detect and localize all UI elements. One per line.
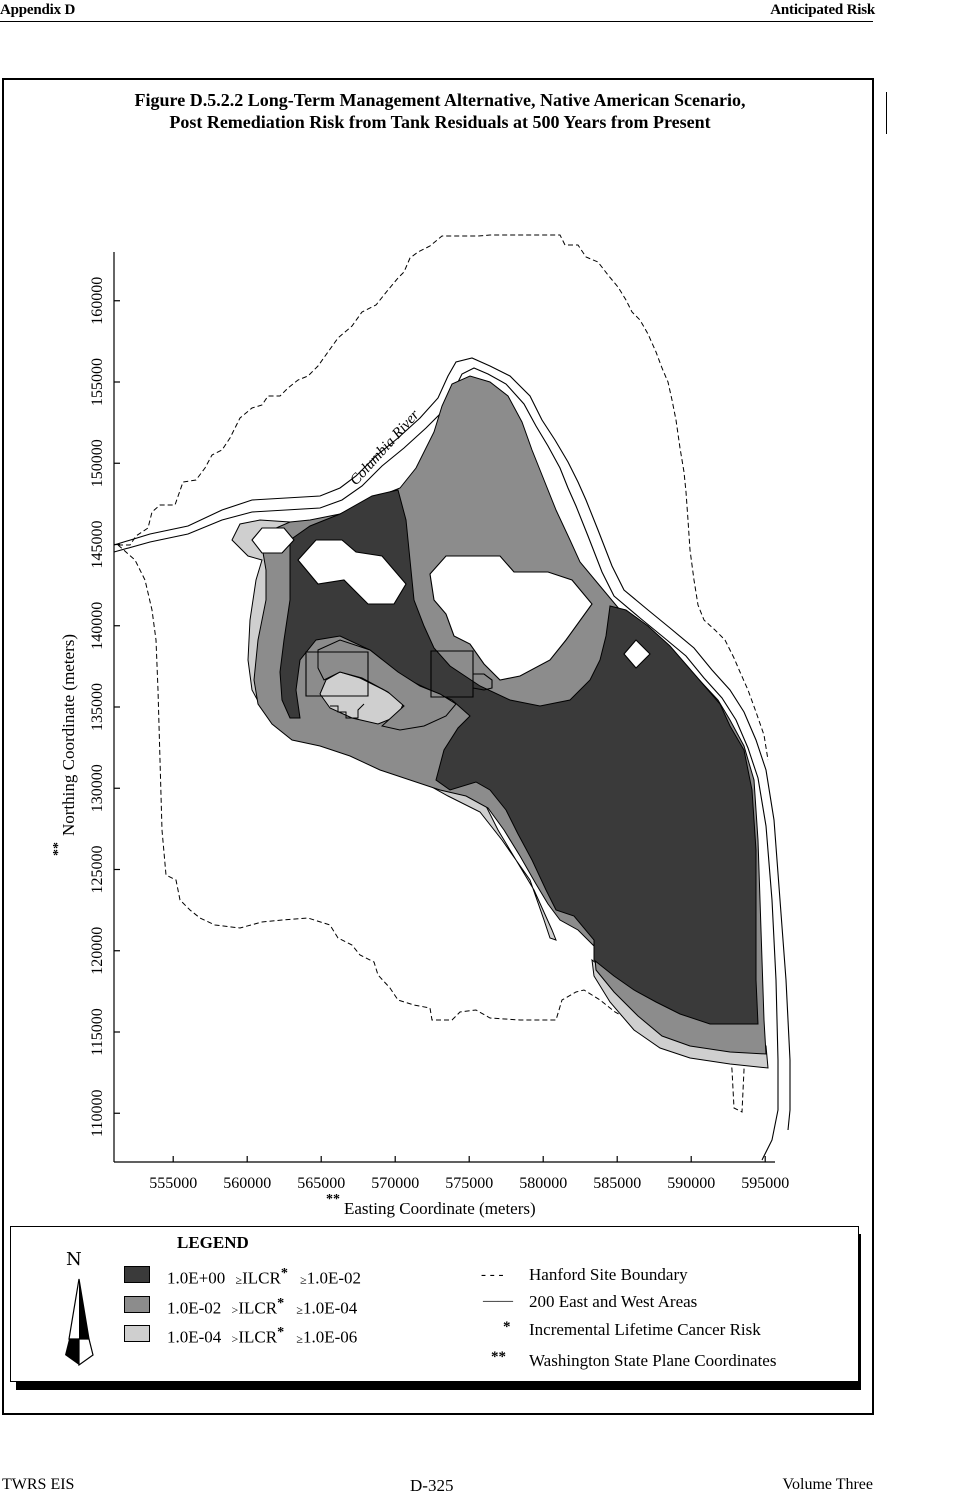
legend-note-ilcr: Incremental Lifetime Cancer Risk (529, 1320, 761, 1339)
y-axis-title: Northing Coordinate (meters) (59, 634, 78, 836)
legend-note-symbol-ilcr: * (503, 1319, 511, 1335)
legend-note-symbol-coords: ** (491, 1349, 506, 1365)
exclusion-area-west-small (251, 527, 295, 554)
figure-title-line2: Post Remediation Risk from Tank Residual… (169, 112, 711, 132)
y-tick-label: 150000 (89, 439, 106, 487)
legend-note-coords: Washington State Plane Coordinates (529, 1351, 777, 1370)
y-tick-label: 140000 (89, 602, 106, 650)
x-tick-label: 570000 (371, 1175, 419, 1192)
north-arrow-icon (65, 1278, 94, 1367)
page-header-right: Anticipated Risk (770, 2, 875, 18)
risk-zone-high (279, 489, 759, 1025)
footer-page-number: D-325 (410, 1476, 454, 1495)
legend-box: LEGEND N 1.0E+00 ≥ILCR* ≥1.0E-02 1.0E-02… (10, 1226, 859, 1382)
figure-frame (2, 78, 874, 1415)
legend-note-areas: 200 East and West Areas (529, 1292, 698, 1311)
footer-right: Volume Three (782, 1476, 874, 1493)
x-tick-label: 575000 (445, 1175, 493, 1192)
legend-note-symbol-areas: —— (483, 1293, 513, 1309)
x-axis-title-marker: ** (326, 1192, 340, 1207)
header-rule (0, 21, 873, 22)
x-tick-label: 580000 (519, 1175, 567, 1192)
columbia-river-bank-west (113, 357, 791, 1131)
y-tick-label: 130000 (89, 764, 106, 812)
figure-title-line1: Figure D.5.2.2 Long-Term Management Alte… (134, 90, 746, 110)
exclusion-area-point (623, 639, 651, 669)
y-tick-label: 110000 (89, 1090, 106, 1137)
y-tick-label: 125000 (89, 846, 106, 894)
y-tick-label: 155000 (89, 358, 106, 406)
x-tick-label: 595000 (741, 1175, 789, 1192)
x-tick-label: 565000 (297, 1175, 345, 1192)
legend-row-high: 1.0E+00 ≥ILCR* ≥1.0E-02 (167, 1265, 362, 1288)
y-axis-ticks: 110000 115000 120000 125000 130000 135000 1400… (89, 277, 120, 1137)
exclusion-area-east (429, 555, 593, 681)
legend-swatch-mid (124, 1296, 150, 1313)
legend-swatch-low (124, 1325, 150, 1342)
200-west-area-outline (305, 651, 369, 697)
legend-row-low: 1.0E-04 >ILCR* ≥1.0E-06 (167, 1324, 358, 1347)
legend-swatch-high (124, 1266, 150, 1283)
change-bar (886, 92, 887, 134)
y-tick-label: 120000 (89, 927, 106, 975)
legend-title: LEGEND (177, 1233, 249, 1252)
200-west-notch (330, 703, 365, 719)
legend-row-mid: 1.0E-02 >ILCR* ≥1.0E-04 (167, 1295, 358, 1318)
200-east-area-outline (430, 650, 493, 698)
page-header-left: Appendix D (0, 2, 76, 18)
y-axis-title-marker: ** (51, 842, 66, 856)
legend-note-symbol-boundary: - - - (481, 1267, 504, 1283)
x-axis-title: Easting Coordinate (meters) (344, 1199, 536, 1218)
north-label: N (66, 1249, 82, 1270)
x-tick-label: 590000 (667, 1175, 715, 1192)
x-tick-label: 555000 (149, 1175, 197, 1192)
y-tick-label: 160000 (89, 277, 106, 325)
exclusion-area-west (297, 539, 407, 605)
legend-note-boundary: Hanford Site Boundary (529, 1265, 688, 1284)
x-tick-label: 560000 (223, 1175, 271, 1192)
x-tick-label: 585000 (593, 1175, 641, 1192)
columbia-river-bank-east (113, 367, 779, 1161)
risk-map: Columbia River 555000 560000 565000 570000 5… (51, 234, 791, 1218)
y-tick-label: 115000 (89, 1008, 106, 1055)
footer-left: TWRS EIS (2, 1476, 75, 1493)
y-tick-label: 135000 (89, 683, 106, 731)
y-tick-label: 145000 (89, 521, 106, 569)
x-axis-ticks: 555000 560000 565000 570000 575000 580000 5850… (149, 1156, 789, 1192)
risk-zone-mid-center (317, 639, 457, 731)
